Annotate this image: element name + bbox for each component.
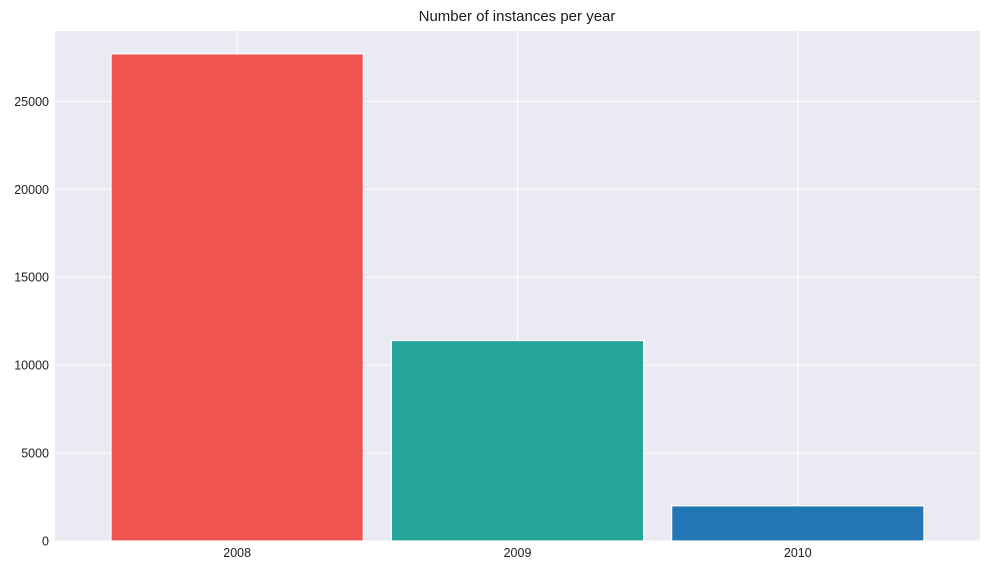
- bar-2009: [390, 339, 645, 542]
- x-tick-label: 2008: [223, 546, 251, 560]
- x-axis: 2008 2009 2010: [223, 546, 811, 560]
- y-tick-label: 15000: [14, 271, 49, 285]
- x-tick-label: 2010: [784, 546, 812, 560]
- y-tick-label: 10000: [14, 359, 49, 373]
- bar-2008: [110, 53, 364, 542]
- y-tick-label: 5000: [21, 447, 49, 461]
- y-tick-label: 25000: [14, 95, 49, 109]
- y-tick-label: 20000: [14, 183, 49, 197]
- bars: [110, 53, 925, 542]
- chart-title: Number of instances per year: [419, 8, 616, 25]
- y-axis: 0 5000 10000 15000 20000 25000: [14, 95, 49, 549]
- x-tick-label: 2009: [504, 546, 532, 560]
- y-tick-label: 0: [42, 535, 49, 549]
- bar-2010: [671, 505, 925, 542]
